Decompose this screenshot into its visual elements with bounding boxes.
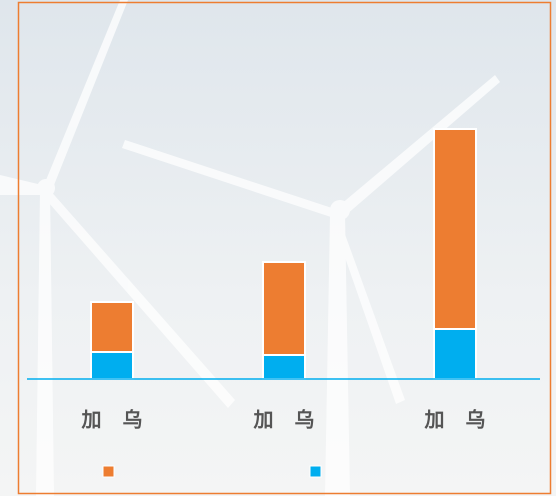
turbines	[0, 0, 500, 496]
x-tick-label: 加 乌	[253, 408, 315, 432]
bar-segment	[90, 351, 134, 380]
bar-segment	[262, 261, 306, 356]
legend-swatch	[309, 465, 322, 478]
x-tick-label: 加 乌	[424, 408, 486, 432]
bar-segment	[262, 354, 306, 380]
legend-swatch	[102, 465, 115, 478]
plot: 加 乌加 乌加 乌	[27, 128, 540, 478]
bar-segment	[90, 301, 134, 353]
bar-segment	[433, 328, 477, 380]
x-tick-label: 加 乌	[81, 408, 143, 432]
bar-segment	[433, 128, 477, 330]
frame	[17, 1, 552, 495]
